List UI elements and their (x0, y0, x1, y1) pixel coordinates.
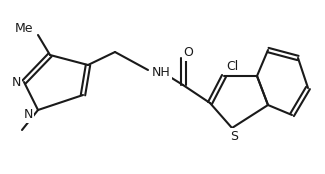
Text: S: S (230, 129, 238, 143)
Text: O: O (183, 46, 193, 60)
Text: NH: NH (152, 65, 171, 78)
Text: N: N (24, 109, 33, 121)
Text: Cl: Cl (226, 60, 238, 73)
Text: N: N (12, 76, 21, 89)
Text: Me: Me (15, 22, 33, 34)
